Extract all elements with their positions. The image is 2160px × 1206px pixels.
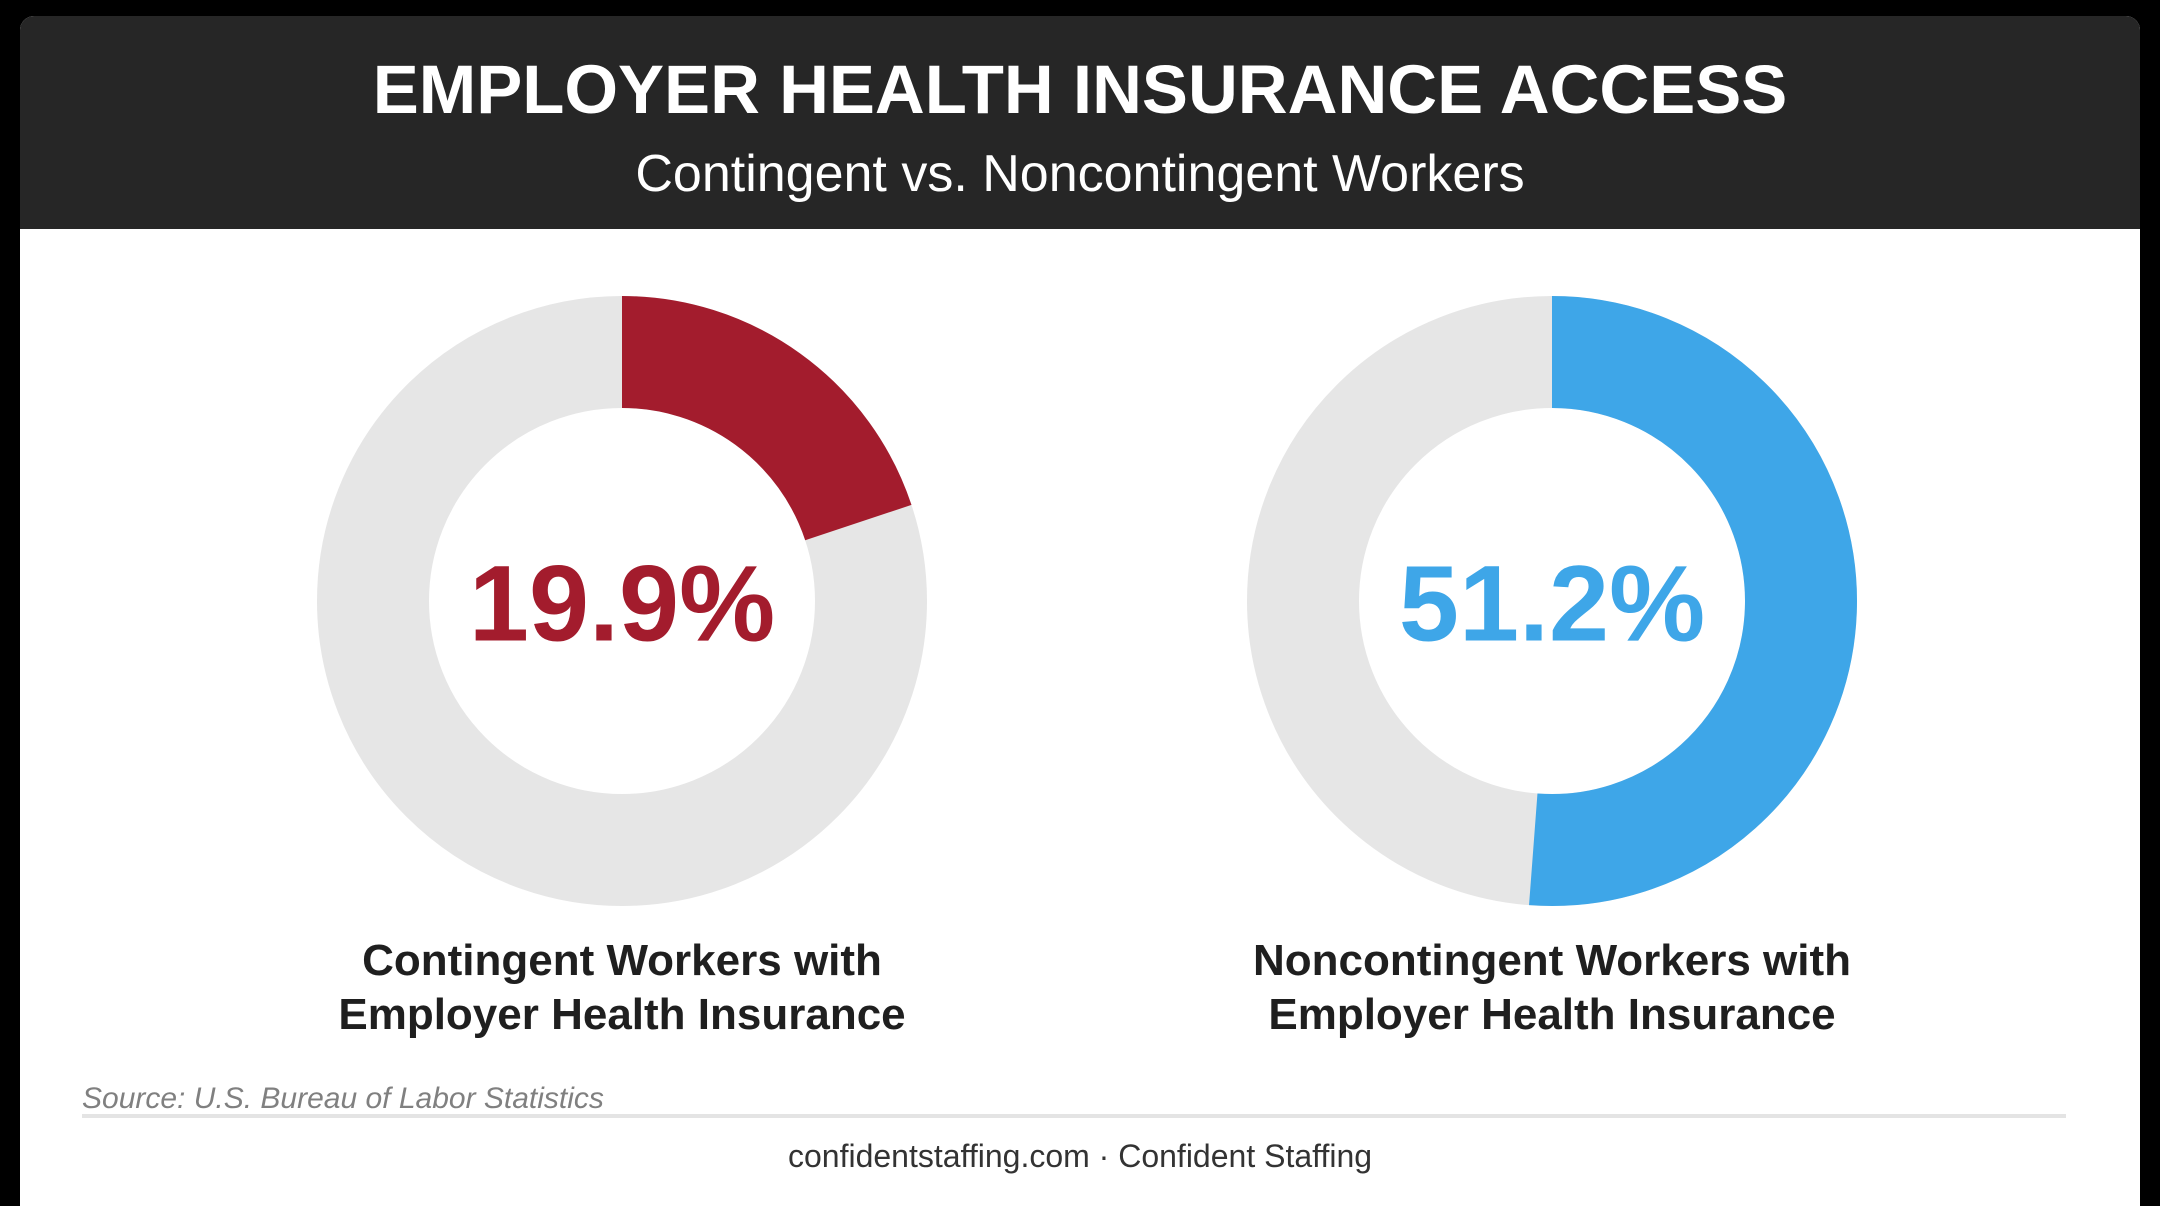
divider bbox=[82, 1114, 2066, 1118]
donut-value-label: 19.9% bbox=[469, 543, 775, 664]
donut-segment bbox=[1529, 296, 1857, 906]
caption-line: Employer Health Insurance bbox=[338, 990, 906, 1039]
page-title: EMPLOYER HEALTH INSURANCE ACCESS bbox=[372, 51, 1788, 128]
caption-line: Employer Health Insurance bbox=[1268, 990, 1836, 1039]
donut-segment bbox=[620, 296, 912, 542]
infographic-card: EMPLOYER HEALTH INSURANCE ACCESS Conting… bbox=[20, 16, 2140, 1206]
footer-credit: confidentstaffing.com · Confident Staffi… bbox=[787, 1138, 1373, 1174]
header-banner: EMPLOYER HEALTH INSURANCE ACCESS Conting… bbox=[20, 16, 2140, 229]
contingent-donut-chart: 19.9% bbox=[317, 296, 927, 906]
contingent-caption: Contingent Workers with Employer Health … bbox=[242, 934, 1002, 1042]
caption-line: Noncontingent Workers with bbox=[1252, 936, 1852, 985]
noncontingent-caption: Noncontingent Workers with Employer Heal… bbox=[1172, 934, 1932, 1042]
page-subtitle: Contingent vs. Noncontingent Workers bbox=[635, 145, 1525, 203]
caption-line: Contingent Workers with bbox=[362, 936, 882, 985]
donut-value-label: 51.2% bbox=[1399, 543, 1705, 664]
noncontingent-donut-chart: 51.2% bbox=[1247, 296, 1857, 906]
source-note: Source: U.S. Bureau of Labor Statistics bbox=[82, 1082, 604, 1115]
